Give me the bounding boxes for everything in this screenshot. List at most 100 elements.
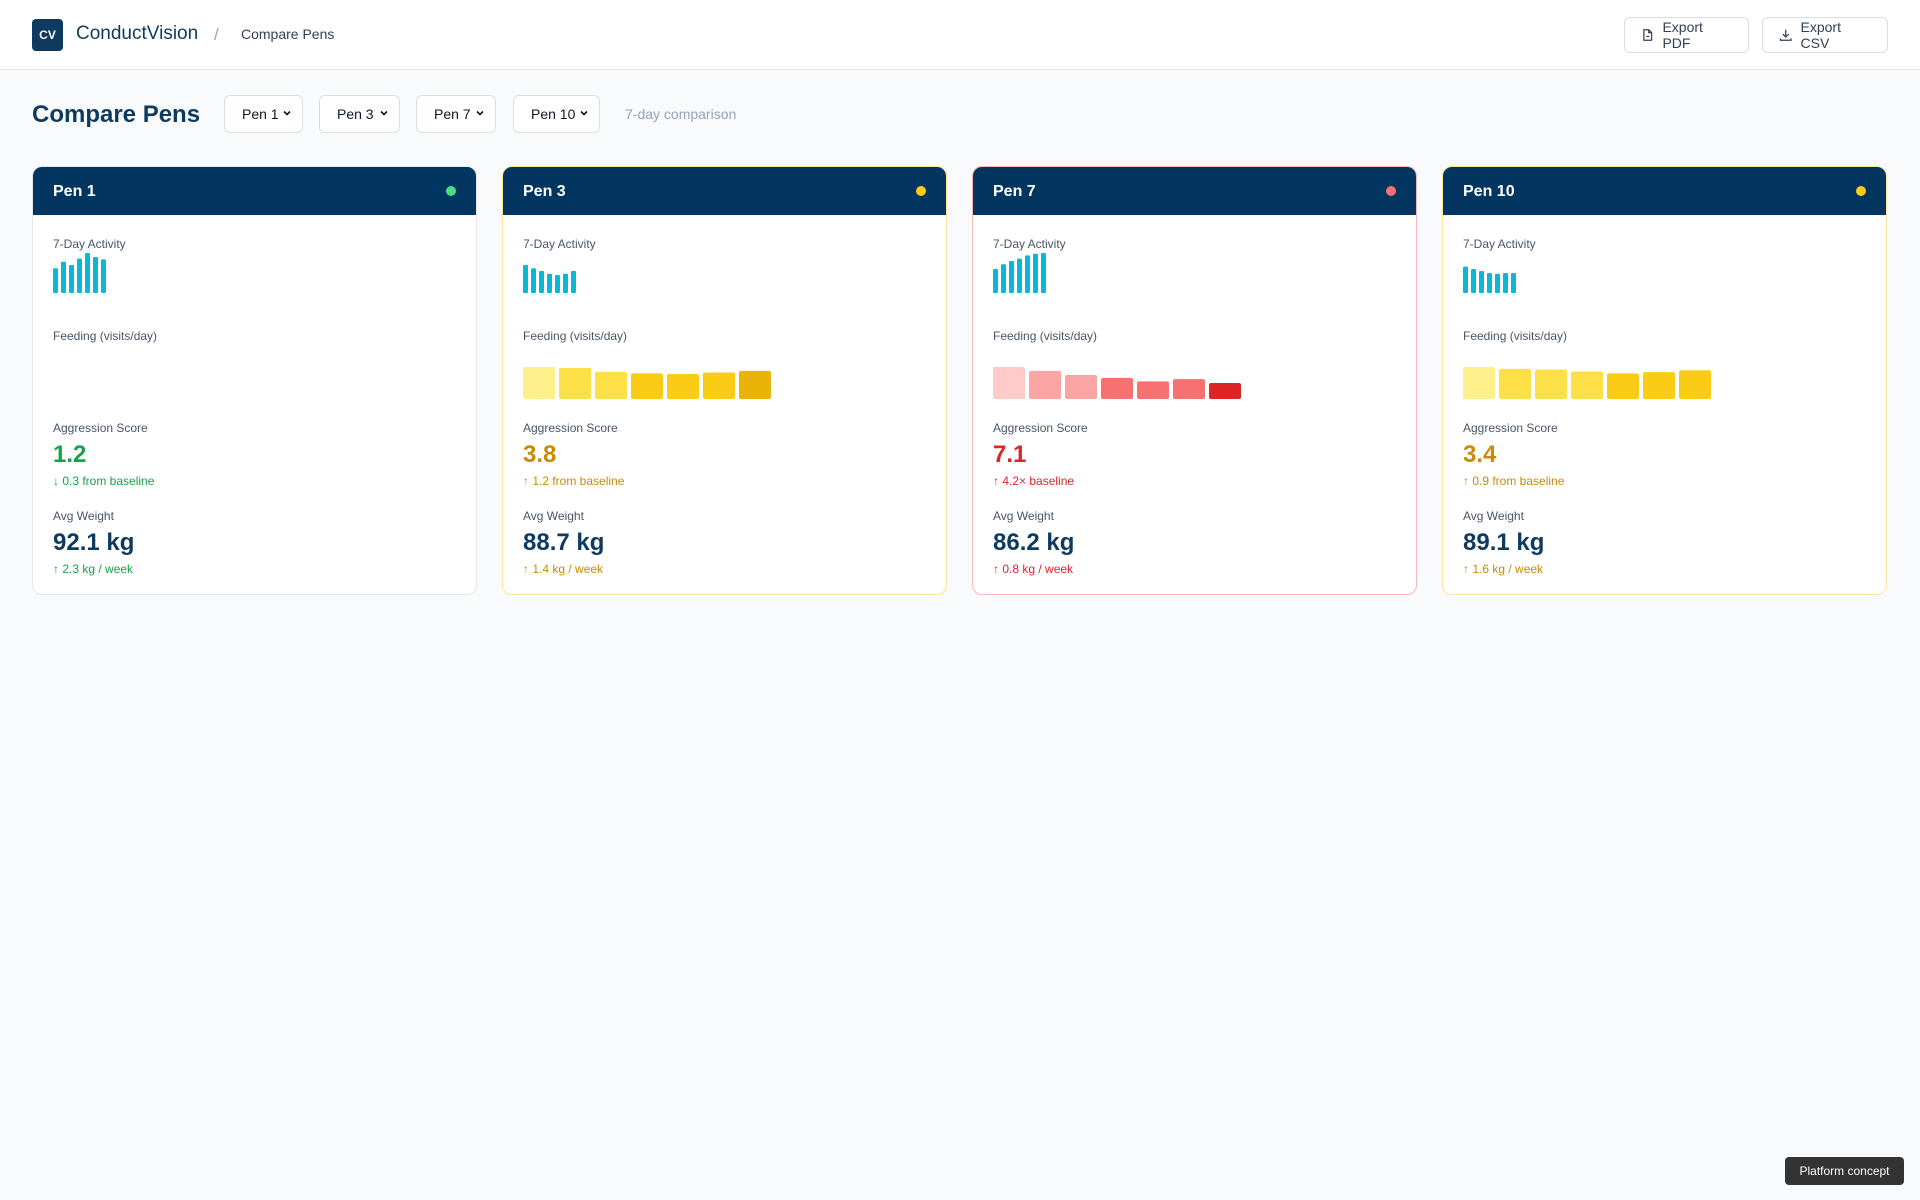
pen-select-value: Pen 10 xyxy=(531,106,576,122)
avg-weight: 86.2 kg xyxy=(993,529,1075,556)
pen-select-value: Pen 1 xyxy=(242,106,279,122)
status-dot xyxy=(916,186,926,196)
activity-bar xyxy=(1463,266,1468,293)
activity-bar xyxy=(53,268,58,293)
weight-delta: ↑ 1.4 kg / week xyxy=(523,562,604,576)
feeding-bar xyxy=(1209,383,1241,399)
feeding-bar xyxy=(1137,381,1169,399)
feeding-bar xyxy=(1463,367,1495,399)
activity-bar xyxy=(993,269,998,293)
aggression-score: 7.1 xyxy=(993,441,1027,468)
weight-label: Avg Weight xyxy=(53,509,114,523)
feeding-bar xyxy=(1029,370,1061,399)
weight-delta: ↑ 1.6 kg / week xyxy=(1463,562,1544,576)
activity-label: 7-Day Activity xyxy=(1463,237,1536,251)
feeding-label: Feeding (visits/day) xyxy=(523,329,628,343)
chevron-down-icon xyxy=(283,110,291,116)
pen-card: Pen 3 7-Day Activity Feeding (visits/day… xyxy=(502,166,947,595)
weight-label: Avg Weight xyxy=(1463,509,1524,523)
activity-sparkbars xyxy=(53,253,106,293)
top-bar: CV ConductVision / Compare Pens Export P… xyxy=(0,0,1920,70)
activity-label: 7-Day Activity xyxy=(523,237,596,251)
pen-select-1[interactable]: Pen 1 xyxy=(224,95,303,133)
activity-bar xyxy=(523,265,528,293)
pen-select-3[interactable]: Pen 7 xyxy=(416,95,496,133)
breadcrumb-current: Compare Pens xyxy=(241,26,335,42)
file-icon xyxy=(1643,29,1653,41)
pen-select-value: Pen 7 xyxy=(434,106,471,122)
feeding-bars xyxy=(523,367,771,399)
pen-select-2[interactable]: Pen 3 xyxy=(319,95,400,133)
activity-bar xyxy=(531,268,536,293)
feeding-bar xyxy=(559,367,591,399)
app-name[interactable]: ConductVision xyxy=(76,23,199,44)
status-dot xyxy=(446,186,456,196)
activity-bar xyxy=(69,265,74,293)
activity-bar xyxy=(61,261,66,293)
activity-bar xyxy=(85,253,90,293)
avg-weight: 89.1 kg xyxy=(1463,529,1545,556)
activity-bar xyxy=(1495,273,1500,293)
export-pdf-button[interactable]: Export PDF xyxy=(1624,17,1749,53)
activity-bar xyxy=(1479,271,1484,293)
activity-label: 7-Day Activity xyxy=(993,237,1066,251)
activity-bar xyxy=(1009,261,1014,293)
platform-badge: Platform concept xyxy=(1785,1157,1904,1185)
activity-bar xyxy=(1487,273,1492,293)
feeding-bar xyxy=(595,371,627,399)
weight-delta: ↑ 2.3 kg / week xyxy=(53,562,134,576)
pen-card: Pen 1 7-Day Activity Feeding (visits/day… xyxy=(32,166,477,595)
feeding-label: Feeding (visits/day) xyxy=(53,329,158,343)
aggression-label: Aggression Score xyxy=(1463,421,1558,435)
activity-label: 7-Day Activity xyxy=(53,237,126,251)
feeding-bar xyxy=(1607,373,1639,399)
export-csv-button[interactable]: Export CSV xyxy=(1762,17,1888,53)
feeding-bar xyxy=(1679,370,1711,399)
feeding-bar xyxy=(1101,377,1133,399)
pen-select-4[interactable]: Pen 10 xyxy=(513,95,600,133)
comparison-hint: 7-day comparison xyxy=(625,106,737,122)
feeding-bar xyxy=(667,374,699,399)
export-pdf-label: Export PDF xyxy=(1662,19,1703,51)
pen-card-title: Pen 3 xyxy=(523,183,566,200)
status-dot xyxy=(1856,186,1866,196)
activity-bar xyxy=(1001,264,1006,293)
feeding-bar xyxy=(631,373,663,399)
activity-bar xyxy=(1041,253,1046,293)
feeding-bar xyxy=(1499,368,1531,399)
chevron-down-icon xyxy=(476,110,484,116)
avg-weight: 88.7 kg xyxy=(523,529,605,556)
aggression-label: Aggression Score xyxy=(523,421,618,435)
feeding-bar xyxy=(1643,372,1675,399)
feeding-bar xyxy=(1535,369,1567,399)
feeding-bar xyxy=(993,367,1025,399)
activity-sparkbars xyxy=(523,265,576,293)
feeding-bars xyxy=(53,363,313,399)
feeding-bar xyxy=(739,370,771,399)
activity-bar xyxy=(1017,258,1022,293)
activity-bar xyxy=(555,275,560,293)
activity-bar xyxy=(101,259,106,293)
download-icon xyxy=(1779,29,1792,41)
activity-sparkbars xyxy=(1463,266,1516,293)
app-logo[interactable]: CV xyxy=(32,19,63,51)
feeding-bars xyxy=(993,367,1241,399)
activity-bar xyxy=(563,273,568,293)
page-title: Compare Pens xyxy=(32,101,201,128)
chevron-down-icon xyxy=(380,110,388,116)
status-dot xyxy=(1386,186,1396,196)
pen-card-title: Pen 1 xyxy=(53,183,96,200)
pen-card-header: Pen 10 xyxy=(1443,167,1886,215)
aggression-delta: ↑ 0.9 from baseline xyxy=(1463,474,1565,488)
weight-label: Avg Weight xyxy=(523,509,584,523)
feeding-bars xyxy=(1463,367,1711,399)
weight-label: Avg Weight xyxy=(993,509,1054,523)
activity-bar xyxy=(539,271,544,293)
pen-card-header: Pen 3 xyxy=(503,167,946,215)
export-csv-label: Export CSV xyxy=(1800,19,1841,51)
aggression-label: Aggression Score xyxy=(993,421,1088,435)
activity-bar xyxy=(1471,269,1476,293)
chevron-down-icon xyxy=(580,110,588,116)
activity-bar xyxy=(547,273,552,293)
feeding-bar xyxy=(703,372,735,399)
